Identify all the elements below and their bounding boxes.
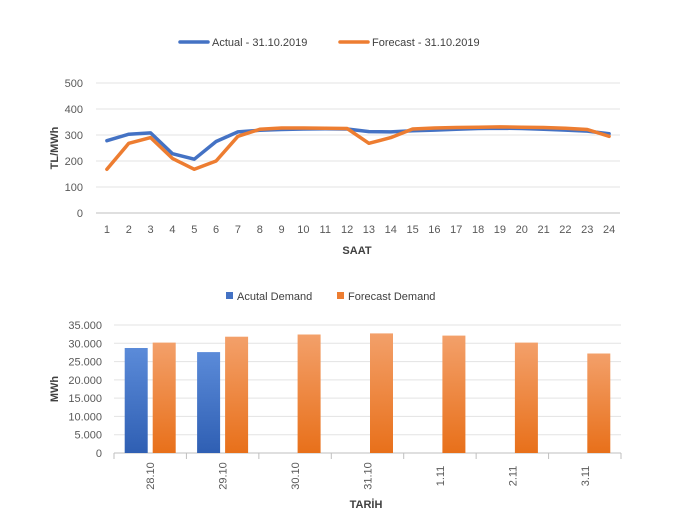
bar-y-tick-label: 15.000 [68, 393, 102, 405]
bar-y-tick-label: 35.000 [68, 320, 102, 332]
bar-x-tick-labels: 28.10 29.10 30.10 31.10 1.11 2.11 3.11 [145, 462, 592, 490]
line-x-tick-label: 13 [363, 224, 375, 236]
bar-gridlines [113, 324, 622, 459]
line-x-tick-label: 17 [450, 224, 462, 236]
line-x-tick-label: 12 [341, 224, 353, 236]
line-y-tick-label: 500 [65, 78, 83, 90]
legend-label-forecast-demand: Forecast Demand [348, 291, 435, 303]
line-y-axis-title: TL/MWh [49, 126, 61, 169]
line-y-tick-label: 100 [65, 182, 83, 194]
line-x-tick-label: 2 [126, 224, 132, 236]
actual-demand-bar [124, 348, 148, 453]
bar-x-tick-label: 29.10 [218, 462, 230, 490]
bar-x-tick-label: 30.10 [290, 462, 302, 490]
line-x-tick-label: 23 [581, 224, 593, 236]
line-x-tick-label: 7 [235, 224, 241, 236]
line-y-tick-label: 300 [65, 130, 83, 142]
bar-y-axis-title: MWh [49, 376, 61, 403]
forecast-demand-bar [152, 342, 176, 453]
line-x-axis-title: SAAT [342, 245, 371, 257]
bar-series-group [124, 333, 611, 453]
bar-x-tick-label: 1.11 [435, 466, 447, 487]
line-x-tick-label: 9 [279, 224, 285, 236]
line-x-tick-label: 24 [603, 224, 615, 236]
line-x-tick-label: 4 [169, 224, 175, 236]
line-x-tick-label: 15 [406, 224, 418, 236]
line-x-tick-label: 22 [559, 224, 571, 236]
line-x-tick-label: 18 [472, 224, 484, 236]
line-x-tick-label: 21 [537, 224, 549, 236]
line-y-tick-labels: 0 100 200 300 400 500 [65, 78, 83, 220]
line-series-group [105, 125, 611, 172]
line-x-tick-label: 14 [385, 224, 397, 236]
line-x-tick-label: 20 [516, 224, 528, 236]
line-x-tick-label: 10 [297, 224, 309, 236]
bar-y-tick-label: 5.000 [74, 430, 102, 442]
legend-swatch-forecast-demand [337, 292, 344, 299]
bar-y-tick-labels: 0 5.000 10.000 15.000 20.000 25.000 30.000 35.0… [68, 320, 102, 460]
bar-y-tick-label: 20.000 [68, 375, 102, 387]
line-x-tick-label: 3 [148, 224, 154, 236]
bar-x-tick-label: 28.10 [145, 462, 157, 490]
forecast-demand-bar [297, 334, 321, 453]
line-x-tick-label: 8 [257, 224, 263, 236]
legend-label-actual: Actual - 31.10.2019 [212, 37, 307, 49]
legend-label-forecast: Forecast - 31.10.2019 [372, 37, 480, 49]
bar-x-axis-title: TARİH [350, 498, 383, 511]
forecast-demand-bar [442, 335, 466, 453]
bar-x-tick-label: 3.11 [580, 466, 592, 487]
line-legend: Actual - 31.10.2019 Forecast - 31.10.201… [178, 37, 480, 49]
line-y-tick-label: 400 [65, 104, 83, 116]
line-x-tick-label: 6 [213, 224, 219, 236]
line-x-tick-labels: 1 2 3 4 5 6 7 8 9 10 11 12 13 14 15 16 17 18 19 20 21 22 23 24 [104, 224, 615, 236]
actual-demand-bar [197, 352, 221, 453]
line-x-tick-label: 11 [320, 224, 331, 236]
forecast-price-line [105, 125, 611, 172]
line-x-tick-label: 16 [428, 224, 440, 236]
forecast-demand-bar [225, 336, 249, 453]
line-x-tick-label: 1 [104, 224, 110, 236]
forecast-demand-bar [587, 353, 611, 453]
actual-price-line [105, 126, 611, 161]
legend-swatch-actual-demand [226, 292, 233, 299]
line-chart: Actual - 31.10.2019 Forecast - 31.10.201… [49, 37, 620, 257]
legend-label-actual-demand: Acutal Demand [237, 291, 312, 303]
line-x-tick-label: 5 [191, 224, 197, 236]
bar-y-tick-label: 25.000 [68, 357, 102, 369]
bar-y-tick-label: 10.000 [68, 411, 102, 423]
line-x-tick-label: 19 [494, 224, 506, 236]
bar-legend: Acutal Demand Forecast Demand [226, 291, 435, 303]
bar-y-tick-label: 30.000 [68, 338, 102, 350]
bar-x-tick-label: 2.11 [507, 466, 519, 487]
bar-x-tick-label: 31.10 [363, 462, 375, 490]
bar-chart: Acutal Demand Forecast Demand 0 5.000 10.0… [49, 291, 622, 511]
forecast-demand-bar [370, 333, 393, 453]
line-gridlines [96, 82, 620, 214]
line-y-tick-label: 0 [77, 208, 83, 220]
line-y-tick-label: 200 [65, 156, 83, 168]
forecast-demand-bar [514, 342, 538, 453]
bar-y-tick-label: 0 [96, 448, 102, 460]
